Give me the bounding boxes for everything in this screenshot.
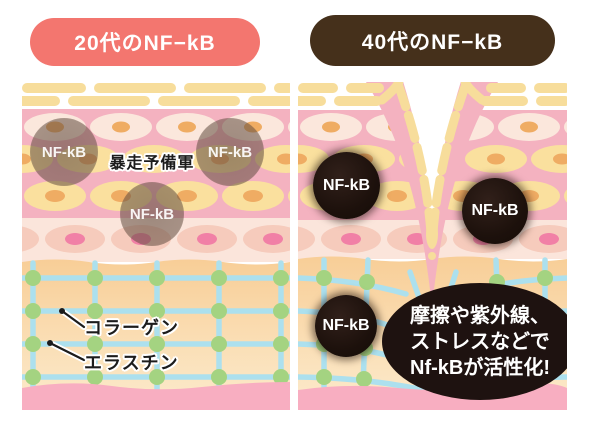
elastin-dots	[25, 270, 289, 385]
nfkb-marker-active: NF-kB	[313, 152, 380, 219]
skin-illustration-20s: NF-kB NF-kB NF-kB 暴走予備軍 コラーゲン エラスチン	[22, 82, 290, 410]
badge-40s-title: 40代のNF−kB	[310, 15, 555, 66]
bubble-line: 摩擦や紫外線、	[410, 304, 550, 327]
wrinkle-fold	[366, 82, 498, 307]
stratum-corneum-bars	[298, 83, 567, 106]
nfkb-marker-active: NF-kB	[462, 178, 528, 244]
nfkb-marker-dormant: NF-kB	[196, 118, 264, 186]
label-collagen: コラーゲン	[84, 318, 179, 338]
nfkb-marker-dormant: NF-kB	[30, 118, 98, 186]
subcutaneous-layer	[22, 382, 290, 410]
panel-20s: 20代のNF−kB	[22, 0, 290, 428]
bubble-line: ストレスなどで	[410, 330, 550, 353]
nfkb-marker-active: NF-kB	[315, 295, 377, 357]
activation-callout-bubble: 摩擦や紫外線、 ストレスなどで Nf-kBが活性化!	[382, 283, 567, 400]
panel-40s: 40代のNF−kB	[298, 0, 567, 428]
badge-20s-title: 20代のNF−kB	[30, 18, 260, 66]
collagen-pointer-dot	[59, 308, 65, 314]
stratum-corneum-bars	[22, 83, 290, 106]
caption-runaway-reserve: 暴走予備軍	[109, 155, 195, 172]
elastin-pointer-dot	[47, 340, 53, 346]
label-elastin: エラスチン	[84, 353, 179, 373]
leader-lines	[48, 309, 86, 362]
bubble-line: Nf-kBが活性化!	[410, 356, 550, 379]
nfkb-marker-dormant: NF-kB	[120, 182, 184, 246]
skin-illustration-40s: NF-kB NF-kB NF-kB 摩擦や紫外線、 ストレスなどで Nf-kBが…	[298, 82, 567, 410]
